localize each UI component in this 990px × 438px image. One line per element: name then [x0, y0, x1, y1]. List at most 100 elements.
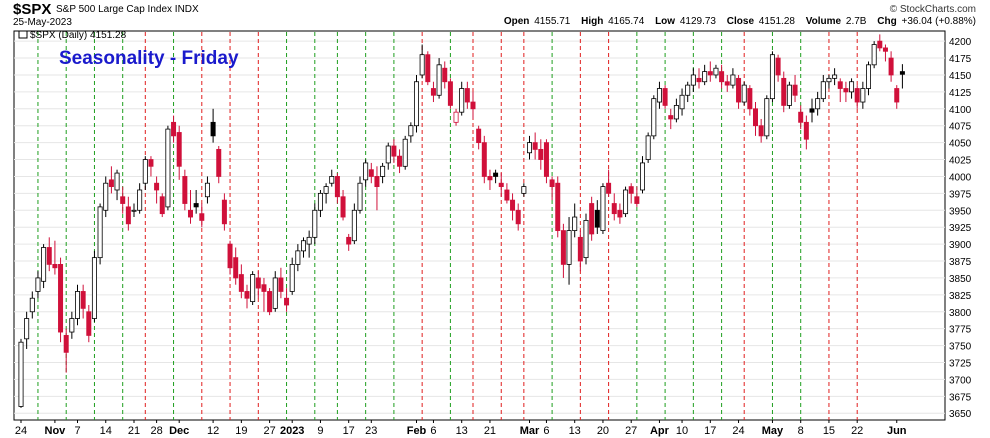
candle-body	[707, 71, 713, 76]
x-tick-label: Apr	[650, 425, 670, 437]
candle-body	[515, 209, 521, 225]
x-tick-label: 15	[823, 425, 835, 437]
change-label: Chg	[877, 16, 897, 27]
candle-body	[402, 138, 408, 167]
candle-body	[882, 47, 888, 52]
candle-body	[487, 176, 493, 181]
volume-value: 2.7B	[845, 16, 867, 27]
series-legend: $SPX (Daily) 4151.28	[30, 30, 127, 41]
candle-body	[29, 297, 35, 313]
y-tick-label: 3725	[949, 358, 972, 369]
candle-body	[24, 318, 30, 340]
candle-body	[312, 209, 318, 238]
candle-body	[837, 81, 843, 89]
candle-body	[577, 236, 583, 262]
candle-body	[628, 186, 634, 194]
candle-body	[753, 108, 759, 127]
candle-body	[289, 263, 295, 292]
candle-body	[408, 125, 414, 137]
candle-body	[713, 67, 719, 76]
candle-body	[447, 81, 453, 106]
candle-body	[204, 182, 210, 198]
candle-body	[504, 189, 510, 201]
candle-body	[803, 121, 809, 140]
candle-body	[769, 54, 775, 100]
y-tick-label: 3925	[949, 223, 972, 234]
y-tick-label: 3825	[949, 291, 972, 302]
candle-body	[176, 132, 182, 167]
candle-body	[696, 77, 702, 83]
candle-body	[120, 196, 126, 204]
candle-body	[351, 209, 357, 242]
y-tick-label: 3650	[949, 409, 972, 420]
candle-body	[640, 162, 646, 191]
candle-body	[436, 64, 442, 96]
y-tick-label: 4175	[949, 54, 972, 65]
candle-body	[284, 297, 290, 306]
y-tick-label: 4200	[949, 37, 972, 48]
candle-body	[278, 277, 284, 292]
x-tick-label: 17	[704, 425, 716, 437]
x-tick-label: Feb	[407, 425, 427, 437]
x-tick-label: Jun	[887, 425, 907, 437]
candle-body	[651, 98, 657, 137]
candle-body	[538, 148, 544, 160]
close-value: 4151.28	[758, 16, 795, 27]
y-tick-label: 3700	[949, 375, 972, 386]
candle-body	[148, 159, 154, 167]
candle-body	[668, 115, 674, 120]
candle-body	[368, 169, 374, 177]
candle-body	[193, 203, 199, 208]
candle-body	[244, 291, 250, 299]
candle-body	[210, 121, 216, 137]
candle-body	[227, 243, 233, 269]
candle-body	[329, 176, 335, 184]
candle-body	[758, 125, 764, 137]
candle-body	[854, 88, 860, 103]
candle-body	[826, 77, 832, 83]
candle-body	[736, 77, 742, 103]
y-tick-label: 3800	[949, 308, 972, 319]
x-tick-label: 27	[263, 425, 275, 437]
x-tick-label: Mar	[520, 425, 540, 437]
candle-body	[397, 155, 403, 167]
x-tick-label: 27	[625, 425, 637, 437]
candle-body	[775, 57, 781, 76]
candle-body	[250, 274, 256, 303]
candle-body	[125, 206, 131, 225]
candle-body	[69, 318, 75, 333]
open-label: Open	[503, 16, 530, 27]
candle-body	[340, 196, 346, 218]
y-tick-label: 4125	[949, 88, 972, 99]
y-tick-label: 4150	[949, 71, 972, 82]
candle-body	[430, 88, 436, 96]
candle-body	[187, 209, 193, 218]
candle-body	[849, 81, 855, 93]
open-value: 4155.71	[534, 16, 571, 27]
candle-body	[470, 101, 476, 110]
candle-body	[560, 230, 566, 265]
candle-body	[894, 88, 900, 103]
plot-area	[13, 30, 946, 421]
high-label: High	[581, 16, 604, 27]
candle-body	[216, 148, 222, 177]
y-tick-label: 4050	[949, 139, 972, 150]
candle-body	[594, 209, 600, 228]
candle-body	[481, 142, 487, 177]
candle-body	[459, 88, 465, 113]
candle-body	[75, 291, 81, 319]
candle-body	[233, 257, 239, 279]
candle-body	[832, 74, 838, 79]
candle-body	[741, 84, 747, 103]
x-tick-label: 10	[676, 425, 688, 437]
candle-body	[656, 88, 662, 103]
candle-body	[238, 274, 244, 292]
candle-body	[815, 98, 821, 110]
x-tick-label: Nov	[45, 425, 67, 437]
x-tick-label: 13	[456, 425, 468, 437]
candle-body	[171, 121, 177, 137]
candle-body	[323, 186, 329, 194]
candle-body	[363, 162, 369, 181]
y-tick-label: 3900	[949, 240, 972, 251]
